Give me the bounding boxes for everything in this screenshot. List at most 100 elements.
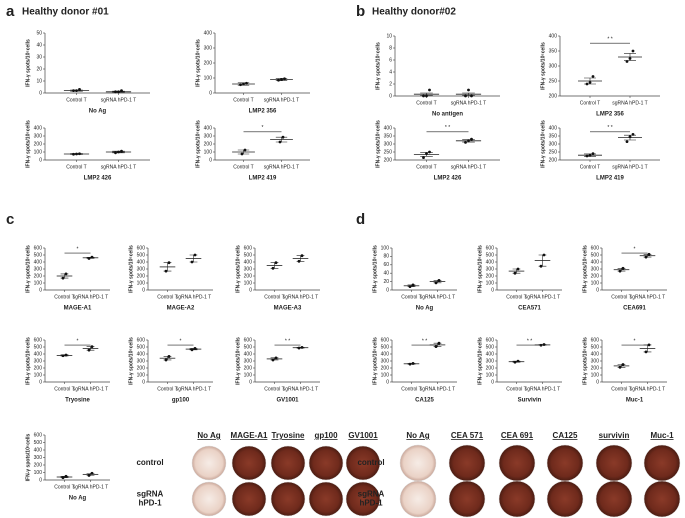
chart-title: No Ag bbox=[89, 109, 107, 115]
y-axis-label: IFN-γ spots/10⁵cells bbox=[235, 245, 241, 293]
x-tick-label: Control T bbox=[54, 484, 74, 490]
y-axis-label: IFN-γ spots/10⁵cells bbox=[582, 337, 588, 385]
y-tick-label: 500 bbox=[591, 344, 600, 350]
y-tick-label: 300 bbox=[384, 141, 393, 147]
data-point bbox=[297, 259, 301, 263]
y-tick-label: 300 bbox=[137, 358, 146, 364]
x-tick-label: sgRNA hPD-1 T bbox=[451, 164, 486, 170]
y-tick-label: 200 bbox=[34, 365, 43, 371]
significance: * * bbox=[527, 338, 532, 344]
x-tick-label: sgRNA hPD-1 T bbox=[264, 97, 299, 103]
y-tick-label: 600 bbox=[486, 337, 495, 343]
y-axis-label: IFN-γ spots/10⁵cells bbox=[25, 337, 31, 385]
y-tick-label: 350 bbox=[384, 133, 393, 139]
chart-title: Muc-1 bbox=[626, 398, 644, 404]
significance: * bbox=[77, 246, 79, 252]
x-tick-label: Control T bbox=[506, 294, 526, 300]
y-tick-label: 8 bbox=[389, 45, 392, 51]
row-label: hPD-1 bbox=[138, 499, 162, 508]
data-point bbox=[164, 358, 168, 362]
data-point bbox=[274, 356, 278, 360]
chart-title: CEA571 bbox=[518, 306, 541, 312]
column-label: Muc-1 bbox=[650, 431, 674, 440]
y-tick-label: 400 bbox=[244, 259, 253, 265]
x-tick-label: sgRNA hPD-1 T bbox=[101, 164, 136, 170]
y-axis-label: IFN-γ spots/10⁵cells bbox=[372, 337, 378, 385]
y-tick-label: 100 bbox=[34, 149, 43, 155]
y-tick-label: 0 bbox=[249, 287, 252, 293]
y-tick-label: 60 bbox=[383, 262, 389, 268]
y-tick-label: 500 bbox=[486, 252, 495, 258]
y-tick-label: 200 bbox=[137, 365, 146, 371]
y-tick-label: 0 bbox=[386, 379, 389, 385]
data-point bbox=[408, 285, 412, 289]
panel-letter: b bbox=[356, 3, 365, 20]
data-point bbox=[408, 362, 412, 366]
data-point bbox=[64, 272, 68, 276]
elispot-well bbox=[498, 444, 536, 482]
y-tick-label: 200 bbox=[204, 141, 213, 147]
data-point bbox=[280, 78, 283, 81]
y-tick-label: 500 bbox=[34, 440, 43, 446]
elispot-well bbox=[191, 481, 227, 517]
y-tick-label: 300 bbox=[244, 358, 253, 364]
elispot-well bbox=[345, 481, 381, 517]
data-point bbox=[470, 94, 473, 98]
y-tick-label: 500 bbox=[486, 344, 495, 350]
x-tick-label: sgRNA hPD-1 T bbox=[451, 100, 486, 106]
y-tick-label: 500 bbox=[137, 344, 146, 350]
chart-title: No antigen bbox=[432, 112, 463, 118]
x-tick-label: Control T bbox=[611, 294, 631, 300]
y-tick-label: 200 bbox=[34, 462, 43, 468]
data-point bbox=[75, 89, 78, 92]
y-tick-label: 400 bbox=[384, 125, 393, 131]
x-tick-label: sgRNA hPD-1 T bbox=[264, 164, 299, 170]
data-point bbox=[117, 150, 120, 154]
row-label: hPD-1 bbox=[359, 499, 383, 508]
data-point bbox=[90, 471, 94, 475]
data-point bbox=[277, 78, 280, 82]
data-point bbox=[61, 476, 65, 480]
significance: * * bbox=[285, 338, 290, 344]
data-point bbox=[87, 348, 91, 352]
y-tick-label: 0 bbox=[39, 157, 42, 163]
y-tick-label: 100 bbox=[34, 280, 43, 286]
significance: * * bbox=[445, 125, 450, 131]
chart-title: LMP2 356 bbox=[249, 109, 277, 115]
y-tick-label: 300 bbox=[34, 266, 43, 272]
y-tick-label: 250 bbox=[384, 149, 393, 155]
column-label: CEA 691 bbox=[501, 431, 534, 440]
data-point bbox=[434, 345, 438, 349]
chart-title: No Ag bbox=[69, 496, 87, 502]
panel-title: Healthy donor#02 bbox=[372, 7, 456, 18]
data-point bbox=[588, 81, 592, 84]
column-label: No Ag bbox=[406, 431, 429, 440]
y-tick-label: 200 bbox=[486, 365, 495, 371]
chart-title: LMP2 426 bbox=[434, 176, 462, 182]
elispot-well bbox=[498, 480, 536, 518]
data-point bbox=[193, 347, 197, 350]
data-point bbox=[114, 90, 117, 94]
y-axis-label: IFN-γ spots/10⁵cells bbox=[195, 39, 201, 87]
y-tick-label: 600 bbox=[137, 337, 146, 343]
data-point bbox=[647, 252, 651, 256]
y-tick-label: 50 bbox=[36, 30, 42, 36]
data-point bbox=[470, 137, 473, 141]
x-tick-label: sgRNA hPD-1 T bbox=[176, 386, 211, 392]
data-point bbox=[591, 75, 595, 78]
y-axis-label: IFN-γ spots/10⁵cells bbox=[582, 245, 588, 293]
data-point bbox=[621, 363, 625, 366]
x-tick-label: sgRNA hPD-1 T bbox=[630, 294, 665, 300]
column-label: Tryosine bbox=[272, 431, 305, 440]
y-tick-label: 40 bbox=[36, 42, 42, 48]
data-point bbox=[625, 60, 629, 63]
x-tick-label: Control T bbox=[416, 164, 436, 170]
y-tick-label: 300 bbox=[137, 266, 146, 272]
y-tick-label: 200 bbox=[34, 141, 43, 147]
y-tick-label: 0 bbox=[249, 379, 252, 385]
x-tick-label: Control T bbox=[157, 294, 177, 300]
y-tick-label: 400 bbox=[204, 30, 213, 36]
y-tick-label: 200 bbox=[244, 365, 253, 371]
y-tick-label: 500 bbox=[381, 344, 390, 350]
y-tick-label: 300 bbox=[204, 133, 213, 139]
